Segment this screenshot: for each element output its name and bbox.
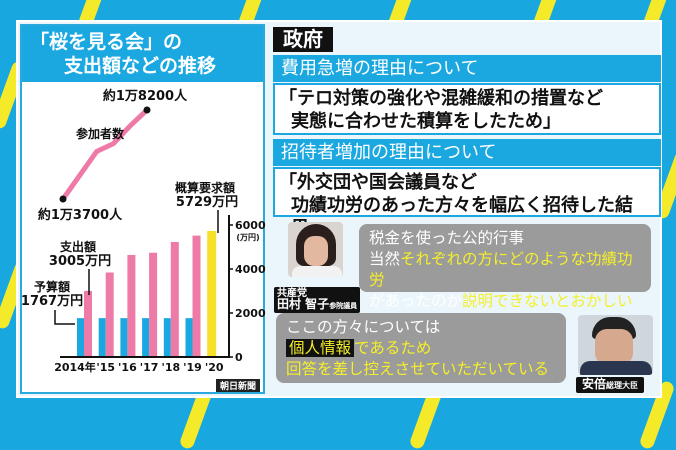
bar-budget bbox=[77, 318, 84, 357]
chart-title-line: 支出額などの推移 bbox=[64, 55, 217, 77]
bar-expenditure bbox=[149, 252, 158, 357]
abe-speech-bubble: ここの方々については 個人情報 であるため 回答を差し控えさせていただいている bbox=[276, 313, 566, 383]
bar-request bbox=[207, 230, 217, 357]
source-badge bbox=[216, 379, 260, 392]
bar-expenditure bbox=[105, 272, 114, 357]
section-quote: 「テロ対策の強化や混雑緩和の措置など 実態に合わせた積算をしたため」 bbox=[273, 83, 661, 135]
abe-photo bbox=[578, 315, 653, 375]
tamura-caption: 共産党 田村 智子参院議員 bbox=[274, 287, 361, 313]
quote-line: 「外交団や国会議員など bbox=[279, 172, 477, 193]
bar-budget bbox=[120, 318, 128, 357]
budget-leader bbox=[54, 310, 75, 325]
speech-highlight: 説明できないとおかしい bbox=[462, 292, 633, 310]
spend-value: 3005万円 bbox=[49, 254, 111, 269]
speech-line: 税金を使った公的行事 bbox=[369, 229, 525, 247]
request-value: 5729万円 bbox=[176, 195, 238, 210]
chart-title: 「桜を見る会」の 支出額などの推移 bbox=[22, 26, 263, 82]
quote-line: 実態に合わせた積算をしたため」 bbox=[291, 111, 561, 132]
budget-label: 予算額 bbox=[34, 279, 70, 294]
x-tick-label: '19 bbox=[183, 361, 202, 374]
bar-expenditure bbox=[127, 254, 136, 357]
participants-line bbox=[60, 108, 149, 201]
y-tick-label: 2000 bbox=[235, 307, 266, 320]
request-label: 概算要求額 bbox=[175, 180, 235, 195]
bar-budget bbox=[185, 318, 193, 357]
speech-text: 当然 bbox=[369, 250, 401, 268]
section-quote: 「外交団や国会議員など 功績功労のあった方々を幅広く招待した結果」 bbox=[273, 167, 661, 239]
abe-title: 総理大臣 bbox=[606, 381, 639, 390]
government-label: 政府 bbox=[273, 27, 333, 52]
x-tick-label: '15 bbox=[96, 361, 115, 374]
chart: 2014年 '15'16'17'18'19'20 0 2000 4000 6000 参加者… bbox=[21, 88, 266, 392]
x-tick-label: '18 bbox=[161, 361, 180, 374]
bar-budget bbox=[98, 318, 106, 357]
participants-end-label: 約1万8200人 bbox=[103, 88, 188, 104]
section-heading: 費用急増の理由について bbox=[273, 55, 661, 82]
bar-expenditure bbox=[170, 241, 179, 357]
speech-highlight: それぞれの方にどのような功績功労 bbox=[369, 250, 633, 289]
bar-budget bbox=[142, 318, 150, 357]
budget-value: 1767万円 bbox=[21, 294, 83, 309]
y-tick-label: 4000 bbox=[235, 263, 266, 276]
participants-label: 参加者数 bbox=[76, 126, 125, 141]
speech-line: ここの方々については bbox=[286, 318, 441, 336]
speech-highlight: 回答を差し控えさせていただいている bbox=[286, 360, 550, 378]
participants-start-label: 約1万3700人 bbox=[38, 207, 123, 223]
participants-point bbox=[143, 106, 151, 114]
x-tick-label: '20 bbox=[205, 361, 224, 374]
x-tick-label: '17 bbox=[140, 361, 159, 374]
speech-highlight: であるため bbox=[354, 339, 432, 357]
tamura-name: 田村 智子 bbox=[277, 297, 330, 311]
tamura-photo bbox=[288, 222, 343, 277]
y-tick-label: 6000 bbox=[235, 219, 266, 232]
spend-label: 支出額 bbox=[59, 239, 96, 254]
x-tick-label: 2014年 bbox=[54, 360, 96, 374]
y-unit: (万円) bbox=[236, 233, 259, 242]
speech-text: があったのか bbox=[369, 292, 463, 310]
quote-line: 「テロ対策の強化や混雑緩和の措置など bbox=[279, 88, 603, 109]
abe-caption: 安倍総理大臣 bbox=[576, 377, 645, 393]
speech-highlight-box: 個人情報 bbox=[286, 339, 355, 357]
tamura-title: 参院議員 bbox=[329, 302, 358, 310]
section-heading: 招待者増加の理由について bbox=[273, 139, 661, 166]
participants-point bbox=[59, 195, 67, 203]
y-tick-label: 0 bbox=[235, 351, 243, 364]
bar-budget bbox=[163, 318, 171, 357]
bar-expenditure bbox=[192, 235, 201, 357]
chart-title-line: 「桜を見る会」の bbox=[30, 31, 183, 53]
x-tick-label: '16 bbox=[118, 361, 137, 374]
bar-expenditure bbox=[84, 290, 92, 357]
abe-name: 安倍 bbox=[582, 377, 607, 391]
tamura-party: 共産党 bbox=[277, 288, 307, 299]
tamura-speech-bubble: 税金を使った公的行事 当然それぞれの方にどのような功績功労 があったのか説明でき… bbox=[359, 224, 651, 310]
source-text: 朝日新聞 bbox=[220, 380, 256, 392]
